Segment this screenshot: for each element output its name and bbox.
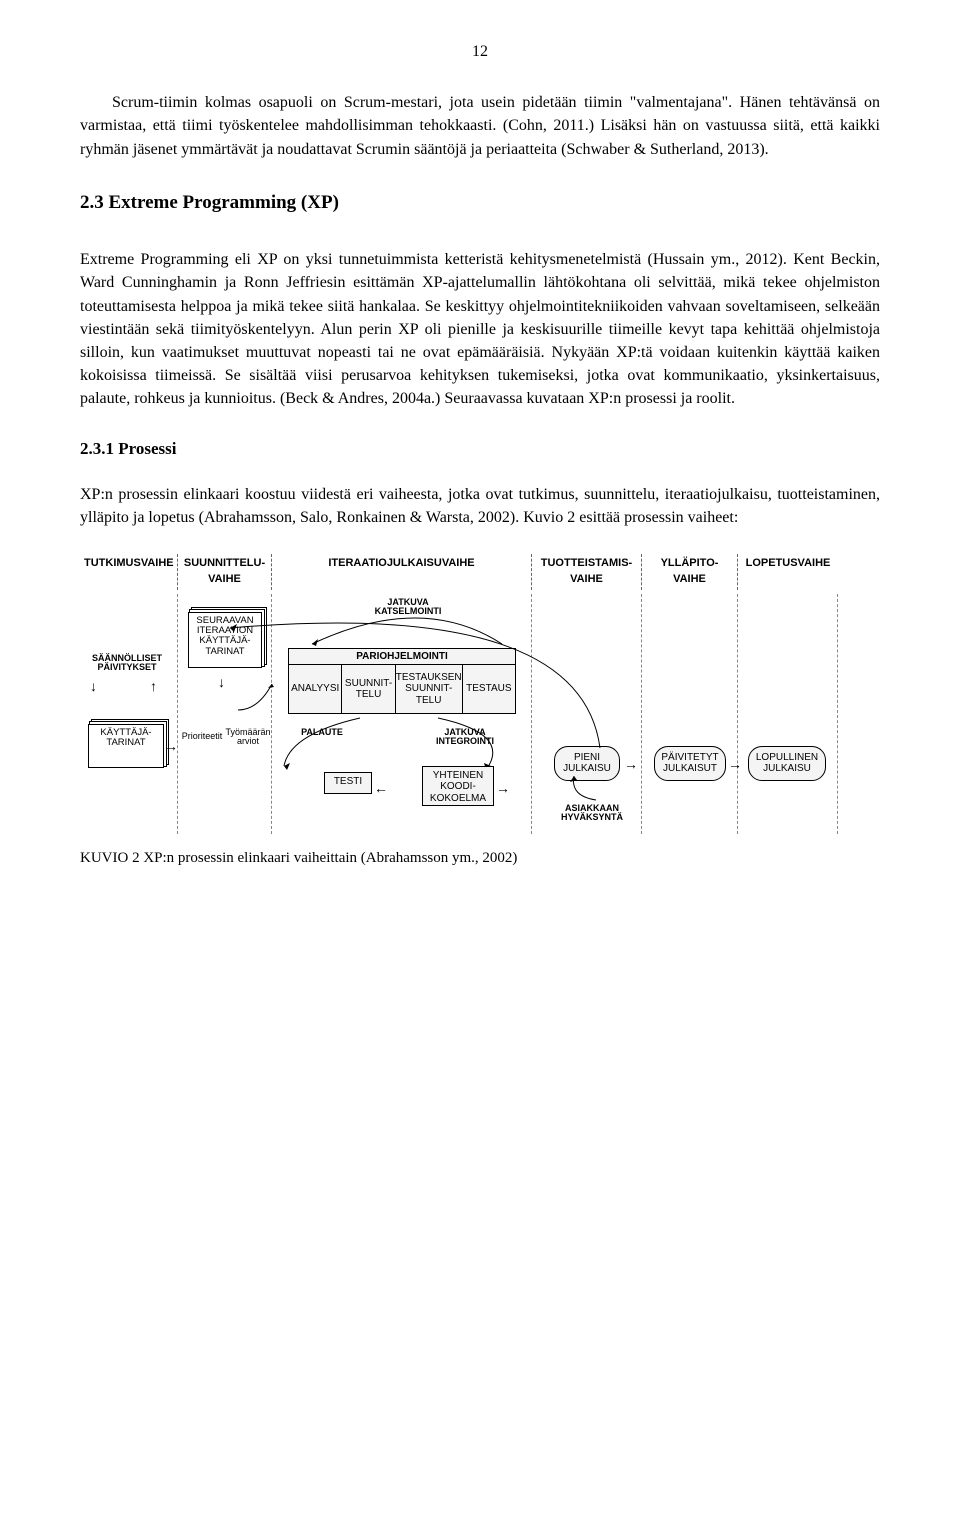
box-suunnittelu: SUUNNIT-TELU <box>342 665 395 713</box>
col-tuotteistamis: PIENIJULKAISU → ASIAKKAANHYVÄKSYNTÄ <box>532 594 642 834</box>
prosessi-paragraph: XP:n prosessin elinkaari koostuu viidest… <box>80 483 880 529</box>
heading-xp: 2.3 Extreme Programming (XP) <box>80 189 880 217</box>
box-testi: TESTI <box>324 772 372 794</box>
figure-caption: KUVIO 2 XP:n prosessin elinkaari vaiheit… <box>80 848 880 870</box>
arrow-right-icon: → <box>496 778 510 798</box>
arrow-right-icon: → <box>624 754 638 774</box>
label-prioriteetit: Prioriteetit <box>180 732 224 741</box>
xp-process-diagram: TUTKIMUSVAIHE SUUNNITTELU-VAIHE ITERAATI… <box>80 554 880 834</box>
col-lopetus: LOPULLINENJULKAISU <box>738 594 838 834</box>
integ-loop-icon <box>432 714 522 774</box>
heading-prosessi: 2.3.1 Prosessi <box>80 437 880 462</box>
arrow-left-icon: ← <box>374 778 388 798</box>
box-seuraavan: SEURAAVANITERAATIONKÄYTTÄJÄ-TARINAT <box>188 612 262 668</box>
col-tutkimus: SÄÄNNÖLLISETPÄIVITYKSET ↓ ↑ KÄYTTÄJÄ-TAR… <box>80 594 178 834</box>
arrow-down-icon: ↓ <box>90 676 97 696</box>
loop-arrow-icon <box>302 604 512 650</box>
col-iteraatio: JATKUVAKATSELMOINTI PARIOHJELMOINTI ANAL… <box>272 594 532 834</box>
box-pairprog-container: PARIOHJELMOINTI ANALYYSI SUUNNIT-TELU TE… <box>288 648 516 714</box>
col-yllapito: PÄIVITETYTJULKAISUT → <box>642 594 738 834</box>
phase-label-iteraatio: ITERAATIOJULKAISUVAIHE <box>272 554 532 590</box>
phase-label-suunnittelu: SUUNNITTELU-VAIHE <box>178 554 272 590</box>
box-analyysi: ANALYYSI <box>289 665 342 713</box>
page-number: 12 <box>80 40 880 63</box>
col-suunnittelu: SEURAAVANITERAATIONKÄYTTÄJÄ-TARINAT ↓ Pr… <box>178 594 272 834</box>
arrow-down-icon: ↓ <box>218 672 225 692</box>
phase-label-tutkimus: TUTKIMUSVAIHE <box>80 554 178 590</box>
phase-body: SÄÄNNÖLLISETPÄIVITYKSET ↓ ↑ KÄYTTÄJÄ-TAR… <box>80 594 880 834</box>
phase-label-tuotteistamis: TUOTTEISTAMIS-VAIHE <box>532 554 642 590</box>
phase-label-yllapito: YLLÄPITO-VAIHE <box>642 554 738 590</box>
box-lopullinen: LOPULLINENJULKAISU <box>748 746 826 781</box>
box-testaus: TESTAUS <box>463 665 515 713</box>
accept-arrow-icon <box>566 776 616 804</box>
label-tyomaaran: Työmääränarviot <box>224 728 272 747</box>
phase-label-lopetus: LOPETUSVAIHE <box>738 554 838 590</box>
label-asiakkaan: ASIAKKAANHYVÄKSYNTÄ <box>552 804 632 823</box>
box-paivitetyt: PÄIVITETYTJULKAISUT <box>654 746 726 781</box>
xp-process-figure: TUTKIMUSVAIHE SUUNNITTELU-VAIHE ITERAATI… <box>80 554 880 834</box>
box-testaussuun: TESTAUKSENSUUNNIT-TELU <box>396 665 463 713</box>
label-saannolliset: SÄÄNNÖLLISETPÄIVITYKSET <box>82 654 172 673</box>
xp-paragraph: Extreme Programming eli XP on yksi tunne… <box>80 248 880 410</box>
arrow-right-icon: → <box>164 736 178 756</box>
intro-paragraph: Scrum-tiimin kolmas osapuoli on Scrum-me… <box>80 91 880 161</box>
box-kayttajatarinat: KÄYTTÄJÄ-TARINAT <box>88 724 164 768</box>
phase-header-row: TUTKIMUSVAIHE SUUNNITTELU-VAIHE ITERAATI… <box>80 554 880 590</box>
feedback-loop-icon <box>280 714 370 774</box>
label-pariohjelmointi: PARIOHJELMOINTI <box>289 649 515 666</box>
arrow-up-icon: ↑ <box>150 676 157 696</box>
box-yhteinen: YHTEINENKOODI-KOKOELMA <box>422 766 494 806</box>
